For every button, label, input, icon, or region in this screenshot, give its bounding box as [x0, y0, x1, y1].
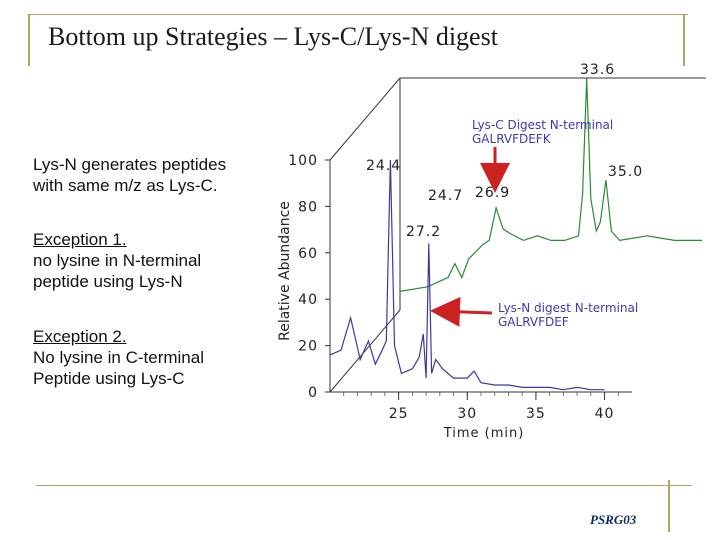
footer-label: PSRG03 — [590, 512, 637, 527]
text-block-line: No lysine in C-terminal — [33, 348, 204, 367]
perspective-line-bottom — [329, 309, 401, 393]
text-block-line: no lysine in N-terminal — [33, 251, 202, 270]
frame-bottom-line — [36, 485, 692, 486]
lys-n-arrow — [430, 296, 493, 327]
x-tick-label: 25 — [389, 406, 409, 422]
text-block-line: peptide using Lys-N — [33, 272, 183, 291]
x-tick-label: 35 — [526, 406, 546, 422]
peak-label-27-2: 27.2 — [406, 224, 441, 240]
y-tick-label: 20 — [298, 339, 318, 355]
slide-title: Bottom up Strategies – Lys-C/Lys-N diges… — [48, 22, 498, 51]
peak-label-24-4: 24.4 — [366, 158, 401, 174]
frame-top-line — [28, 14, 688, 15]
frame-bottom-right-line — [668, 480, 670, 532]
y-tick-label: 100 — [288, 153, 318, 169]
x-axis-label: Time (min) — [443, 426, 525, 441]
peak-label-33-6: 33.6 — [580, 62, 615, 78]
lys-n-annotation-line1: Lys-N digest N-terminal — [498, 301, 638, 315]
x-tick-label: 30 — [457, 406, 477, 422]
text-block-line: Peptide using Lys-C — [33, 369, 185, 388]
text-block-lys-n: Lys-N generates peptides with same m/z a… — [33, 154, 273, 196]
text-block-line: with same m/z as Lys-C. — [33, 176, 218, 195]
text-block-exception-1: Exception 1. no lysine in N-terminal pep… — [33, 229, 273, 292]
peak-label-24-7: 24.7 — [428, 188, 463, 204]
exception-heading: Exception 2. — [33, 327, 127, 346]
text-block-exception-2: Exception 2. No lysine in C-terminal Pep… — [33, 326, 273, 389]
lys-n-annotation-line2: GALRVFDEF — [498, 315, 569, 329]
y-tick-label: 80 — [298, 199, 318, 215]
frame-left-line — [28, 14, 30, 66]
lys-c-annotation-line1: Lys-C Digest N-terminal — [472, 118, 613, 132]
series-line-lys-c — [399, 77, 702, 292]
text-block-line: Lys-N generates peptides — [33, 155, 227, 174]
series-line-lys-n — [329, 159, 605, 391]
y-axis-label: Relative Abundance — [277, 201, 293, 341]
y-ticks: 0 20 40 60 80 100 — [288, 153, 330, 401]
x-tick-label: 40 — [595, 406, 615, 422]
x-minor-ticks — [343, 392, 619, 396]
y-tick-label: 0 — [308, 385, 318, 401]
peak-label-35-0: 35.0 — [608, 164, 643, 180]
peak-label-26-9: 26.9 — [475, 185, 510, 201]
x-ticks: 25 30 35 40 — [389, 392, 615, 422]
lys-c-annotation-line2: GALRVFDEFK — [472, 132, 552, 146]
y-tick-label: 40 — [298, 292, 318, 308]
y-tick-label: 60 — [298, 246, 318, 262]
perspective-line-top — [329, 77, 401, 161]
frame-right-line — [683, 14, 685, 66]
exception-heading: Exception 1. — [33, 230, 127, 249]
